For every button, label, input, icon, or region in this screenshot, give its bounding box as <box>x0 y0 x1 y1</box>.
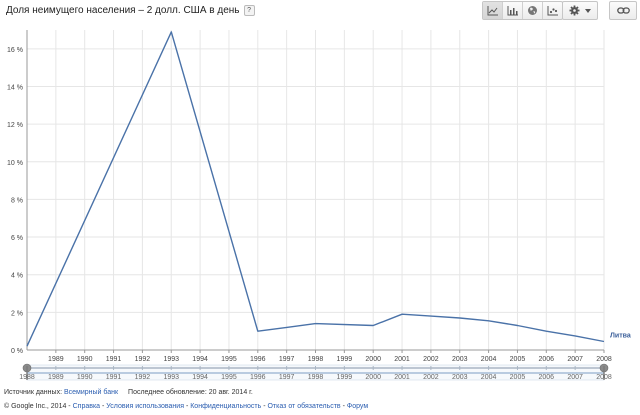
timeline-label: 1994 <box>192 374 208 381</box>
series-line[interactable] <box>26 31 605 347</box>
scatter-chart-button[interactable] <box>543 2 562 19</box>
x-tick-label: 2005 <box>510 356 526 363</box>
timeline-start-handle[interactable] <box>22 363 32 380</box>
footer-links: © Google Inc., 2014 - Справка - Условия … <box>4 403 368 410</box>
chart-title: Доля неимущего населения – 2 долл. США в… <box>6 5 255 16</box>
y-tick-label: 4 % <box>11 273 23 280</box>
y-tick-label: 8 % <box>11 197 23 204</box>
x-tick-label: 2007 <box>567 356 583 363</box>
timeline-label: 1997 <box>279 374 295 381</box>
y-tick-label: 14 % <box>7 84 23 91</box>
footer-link-help[interactable]: Справка <box>72 403 101 410</box>
timeline-label: 1989 <box>48 374 64 381</box>
x-tick-label: 1991 <box>106 356 122 363</box>
chevron-down-icon <box>585 8 591 13</box>
timeline-label: 1996 <box>250 374 266 381</box>
view-toolbar <box>482 1 563 20</box>
x-tick-label: 2004 <box>481 356 497 363</box>
data-source-line: Источник данных: Всемирный банк Последне… <box>4 389 253 396</box>
bar-chart-button[interactable] <box>503 2 523 19</box>
x-tick-label: 1999 <box>337 356 353 363</box>
timeline-label: 2005 <box>510 374 526 381</box>
scatter-chart-icon <box>547 5 558 15</box>
chart-axes: 0 % 2 % 4 % 6 % 8 % 10 % 12 % 14 % 16 % 1989 1990 1… <box>7 30 612 363</box>
timeline-end-handle[interactable] <box>599 363 609 380</box>
footer-separator: - <box>342 403 347 410</box>
line-chart-button[interactable] <box>483 2 503 19</box>
settings-toolbar <box>562 1 598 20</box>
link-toolbar <box>609 1 637 20</box>
chart-grid <box>27 30 605 350</box>
x-tick-label: 1989 <box>48 356 64 363</box>
copyright: © Google Inc., 2014 - <box>4 403 71 410</box>
y-tick-label: 2 % <box>11 310 23 317</box>
x-tick-label: 1992 <box>135 356 151 363</box>
footer-separator: - <box>102 403 107 410</box>
footer-link-privacy[interactable]: Конфиденциальность <box>190 403 262 410</box>
x-tick-label: 2006 <box>539 356 555 363</box>
timeline-label: 1990 <box>77 374 93 381</box>
x-tick-label: 1994 <box>192 356 208 363</box>
view-switcher <box>482 1 563 20</box>
x-tick-label: 1997 <box>279 356 295 363</box>
y-tick-label: 0 % <box>11 348 23 355</box>
x-tick-label: 1996 <box>250 356 266 363</box>
timeline-label: 2000 <box>365 374 381 381</box>
x-tick-label: 1998 <box>308 356 324 363</box>
footer-separator: - <box>263 403 268 410</box>
source-label: Источник данных: <box>4 389 63 396</box>
x-tick-label: 2000 <box>365 356 381 363</box>
footer-separator: - <box>185 403 191 410</box>
x-tick-label: 2002 <box>423 356 439 363</box>
footer-link-forum[interactable]: Форум <box>346 403 369 410</box>
timeline-label: 1998 <box>308 374 324 381</box>
y-tick-label: 10 % <box>7 160 23 167</box>
timeline-label: 2006 <box>539 374 555 381</box>
help-icon[interactable]: ? <box>243 5 255 16</box>
x-tick-label: 2001 <box>394 356 410 363</box>
x-tick-label: 1995 <box>221 356 237 363</box>
line-chart-icon <box>487 5 498 15</box>
chart-title-text: Доля неимущего населения – 2 долл. США в… <box>6 5 240 16</box>
footer-link-disclaimer[interactable]: Отказ от обязательств <box>267 403 341 410</box>
timeline-label: 2003 <box>452 374 468 381</box>
x-tick-label: 1990 <box>77 356 93 363</box>
x-tick-label: 1993 <box>163 356 179 363</box>
timeline-slider[interactable]: 1988198919901991199219931994199519961997… <box>19 363 612 381</box>
settings-group <box>562 1 598 20</box>
timeline-label: 2002 <box>423 374 439 381</box>
series-label[interactable]: Литва <box>610 333 631 340</box>
map-button[interactable] <box>523 2 543 19</box>
y-tick-label: 12 % <box>7 122 23 129</box>
timeline-label: 2004 <box>481 374 497 381</box>
timeline-label: 1995 <box>221 374 237 381</box>
link-button[interactable] <box>610 2 636 19</box>
timeline-label: 1993 <box>163 374 179 381</box>
source-link[interactable]: Всемирный банк <box>63 389 119 396</box>
last-updated: Последнее обновление: 20 авг. 2014 г. <box>128 389 253 396</box>
bar-chart-icon <box>507 5 518 15</box>
line-chart: 0 % 2 % 4 % 6 % 8 % 10 % 12 % 14 % 16 % 1989 1990 1… <box>7 30 631 381</box>
gear-icon <box>569 5 580 16</box>
y-tick-label: 6 % <box>11 235 23 242</box>
x-tick-label: 2003 <box>452 356 468 363</box>
timeline-label: 2001 <box>394 374 410 381</box>
timeline-label: 1991 <box>106 374 122 381</box>
timeline-label: 1999 <box>337 374 353 381</box>
settings-button[interactable] <box>563 2 597 19</box>
globe-icon <box>528 6 537 15</box>
link-icon <box>616 7 630 14</box>
chart-series: Литва <box>26 31 631 347</box>
x-tick-label: 2008 <box>596 356 612 363</box>
link-group <box>609 1 637 20</box>
timeline-label: 2007 <box>567 374 583 381</box>
footer-link-terms[interactable]: Условия использования <box>106 403 184 410</box>
timeline-label: 1992 <box>135 374 151 381</box>
y-tick-label: 16 % <box>7 47 23 54</box>
